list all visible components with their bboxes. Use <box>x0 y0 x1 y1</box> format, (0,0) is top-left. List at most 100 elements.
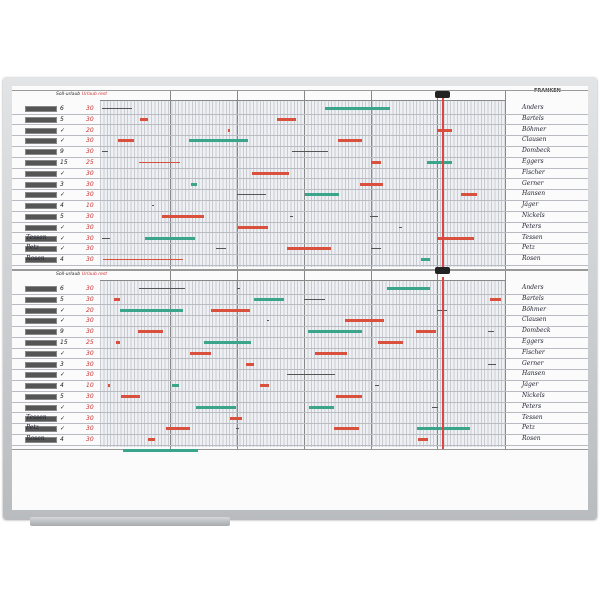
handwritten-name-left: Rosen <box>26 435 45 443</box>
period-marker-line <box>139 288 185 289</box>
month-divider <box>304 91 305 269</box>
planned-days: 5 <box>60 393 64 400</box>
vacation-bar-red <box>116 341 120 344</box>
planned-days: 15 <box>60 339 68 346</box>
handwritten-name-right: Petz <box>522 244 535 252</box>
planned-days: ✓ <box>60 425 66 433</box>
vacation-bar-green <box>191 182 197 186</box>
remaining-days: 10 <box>86 382 94 390</box>
table-row: ✓ 30 Clausen <box>12 135 588 147</box>
vacation-bar-red <box>190 351 211 355</box>
month-divider <box>371 271 372 449</box>
table-row: Tessen ✓ 30 Tessen <box>12 413 588 425</box>
month-divider <box>304 271 305 449</box>
name-label-strip <box>25 307 57 314</box>
today-line <box>442 277 444 449</box>
planned-days: ✓ <box>60 137 66 145</box>
planned-days: ✓ <box>60 414 66 422</box>
table-row: 9 30 Dombeck <box>12 326 588 338</box>
marker-tray <box>30 517 230 526</box>
handwritten-name-left: Rosen <box>26 255 45 263</box>
planned-days: ✓ <box>60 169 66 177</box>
month-divider <box>237 91 238 269</box>
handwritten-name-left: Petz <box>26 424 39 432</box>
table-row: 3 30 Gerner <box>12 179 588 191</box>
table-row: ✓ 30 Hansen <box>12 189 588 201</box>
month-divider <box>505 91 506 269</box>
name-label-strip <box>25 170 57 177</box>
name-label-strip <box>25 149 57 156</box>
handwritten-name-right: Tessen <box>522 413 543 421</box>
remaining-days: 30 <box>86 349 94 357</box>
table-row: 5 30 Nickels <box>12 391 588 403</box>
table-row: Tessen ✓ 30 Tessen <box>12 233 588 245</box>
remaining-days: 30 <box>86 180 94 188</box>
remaining-days: 30 <box>86 425 94 433</box>
period-marker-line <box>216 248 226 250</box>
handwritten-name-right: Hansen <box>522 370 546 378</box>
planned-days: 5 <box>60 115 64 123</box>
brand-logo: FRANKEN <box>534 88 561 94</box>
handwritten-name-right: Clausen <box>522 136 547 144</box>
name-label-strip <box>25 246 57 253</box>
period-marker-line <box>102 237 110 239</box>
handwritten-name-right: Petz <box>522 424 535 432</box>
vacation-bar-green <box>427 161 452 164</box>
month-header <box>100 273 505 281</box>
period-marker-line <box>237 194 266 196</box>
planned-days: 15 <box>60 159 68 166</box>
remaining-days: 25 <box>86 339 94 346</box>
remaining-days: 30 <box>86 223 94 231</box>
name-label-strip <box>25 350 57 357</box>
handwritten-name-right: Clausen <box>522 316 547 324</box>
name-label-strip <box>25 340 57 346</box>
handwritten-name-right: Eggers <box>522 338 544 345</box>
month-divider <box>170 91 171 269</box>
table-row: ✓ 30 Fischer <box>12 348 588 360</box>
name-label-strip <box>25 235 57 242</box>
planner-panel: Soll-urlaub Urlaub rest 6 30 Anders 5 30 Bartel… <box>12 267 588 452</box>
handwritten-name-right: Bartels <box>522 294 544 302</box>
remaining-days: 10 <box>86 202 94 210</box>
handwritten-name-right: Dombeck <box>522 327 551 335</box>
handwritten-name-right: Nickels <box>522 212 545 219</box>
vacation-bar-red <box>148 438 155 442</box>
planned-days: ✓ <box>60 126 66 134</box>
handwritten-name-right: Dombeck <box>522 147 551 155</box>
vacation-bar-red <box>114 297 120 301</box>
vacation-bar-green <box>309 405 334 409</box>
vacation-bar-red <box>252 171 289 175</box>
remaining-days: 30 <box>86 371 94 379</box>
handwritten-name-left: Petz <box>26 244 39 252</box>
vacation-bar-green <box>120 308 183 312</box>
period-marker-line <box>267 320 269 322</box>
table-row: 9 30 Dombeck <box>12 146 588 158</box>
vacation-bar-red <box>228 128 230 132</box>
name-label-strip <box>25 361 57 368</box>
remaining-days: 30 <box>86 436 94 444</box>
vacation-bar-green <box>254 297 284 301</box>
vacation-bar-red <box>246 362 254 366</box>
table-row: 15 25 Eggers <box>12 337 588 349</box>
period-marker-line <box>237 288 240 289</box>
table-row: 5 30 Bartels <box>12 114 588 126</box>
remaining-days: 30 <box>86 414 94 422</box>
year-planner-board: FRANKEN Soll-urlaub Urlaub rest 6 30 Anders 5… <box>12 86 588 510</box>
vacation-bar-red <box>345 319 384 323</box>
vacation-bar-red <box>162 215 204 218</box>
name-label-strip <box>25 203 57 210</box>
remaining-column-header: Urlaub rest <box>82 272 108 277</box>
remaining-days: 30 <box>86 328 94 336</box>
vacation-bar-red <box>490 297 501 301</box>
remaining-days: 30 <box>86 393 94 400</box>
vacation-bar-green <box>145 236 195 240</box>
period-marker-line <box>399 226 402 228</box>
planned-days: 9 <box>60 148 64 156</box>
vacation-bar-red <box>287 247 331 251</box>
month-divider <box>237 271 238 449</box>
table-row: ✓ 30 Hansen <box>12 369 588 381</box>
name-label-strip <box>25 116 57 123</box>
planned-column-header: Soll-urlaub <box>56 92 81 97</box>
handwritten-name-right: Böhmer <box>522 125 546 133</box>
handwritten-name-right: Gerner <box>522 359 544 367</box>
